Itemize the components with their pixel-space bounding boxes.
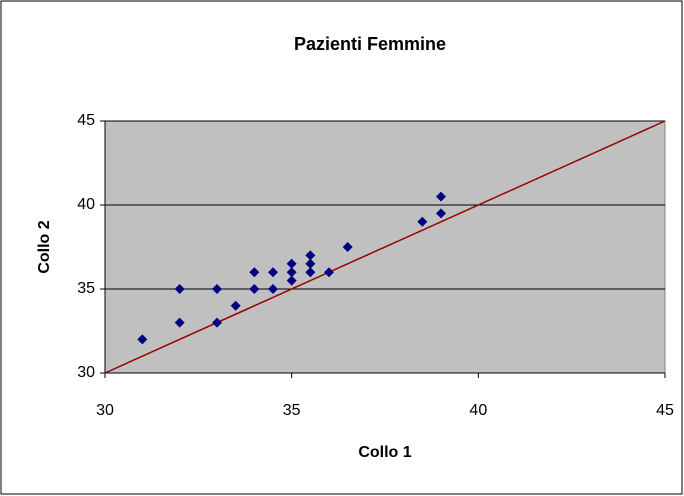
point: [286, 267, 297, 278]
point: [286, 275, 297, 286]
point: [305, 250, 316, 261]
x-tick-label: 35: [283, 402, 301, 419]
point: [417, 216, 428, 227]
point: [174, 284, 185, 294]
y-tick-label: 45: [77, 112, 95, 129]
x-tick-label: 40: [469, 402, 487, 419]
point: [268, 267, 278, 278]
point: [342, 242, 353, 252]
point: [212, 317, 222, 328]
point: [174, 317, 185, 328]
chart-title: Pazienti Femmine: [294, 34, 446, 54]
y-tick-label: 30: [77, 364, 95, 381]
point: [436, 191, 446, 202]
x-tick-label: 45: [656, 402, 674, 419]
reference-line: [104, 120, 666, 374]
point: [286, 258, 297, 269]
point: [230, 300, 241, 311]
point: [268, 284, 278, 294]
point: [249, 267, 260, 278]
x-tick-label: 30: [96, 402, 114, 419]
y-axis-label: Collo 2: [36, 220, 53, 273]
point: [324, 267, 334, 278]
point: [436, 208, 446, 219]
y-tick-label: 35: [77, 280, 95, 297]
x-axis-label: Collo 1: [358, 444, 411, 461]
point: [305, 258, 316, 269]
point: [249, 284, 260, 294]
point: [137, 334, 148, 345]
y-tick-label: 40: [77, 196, 95, 213]
point: [212, 284, 222, 294]
point: [305, 267, 316, 278]
